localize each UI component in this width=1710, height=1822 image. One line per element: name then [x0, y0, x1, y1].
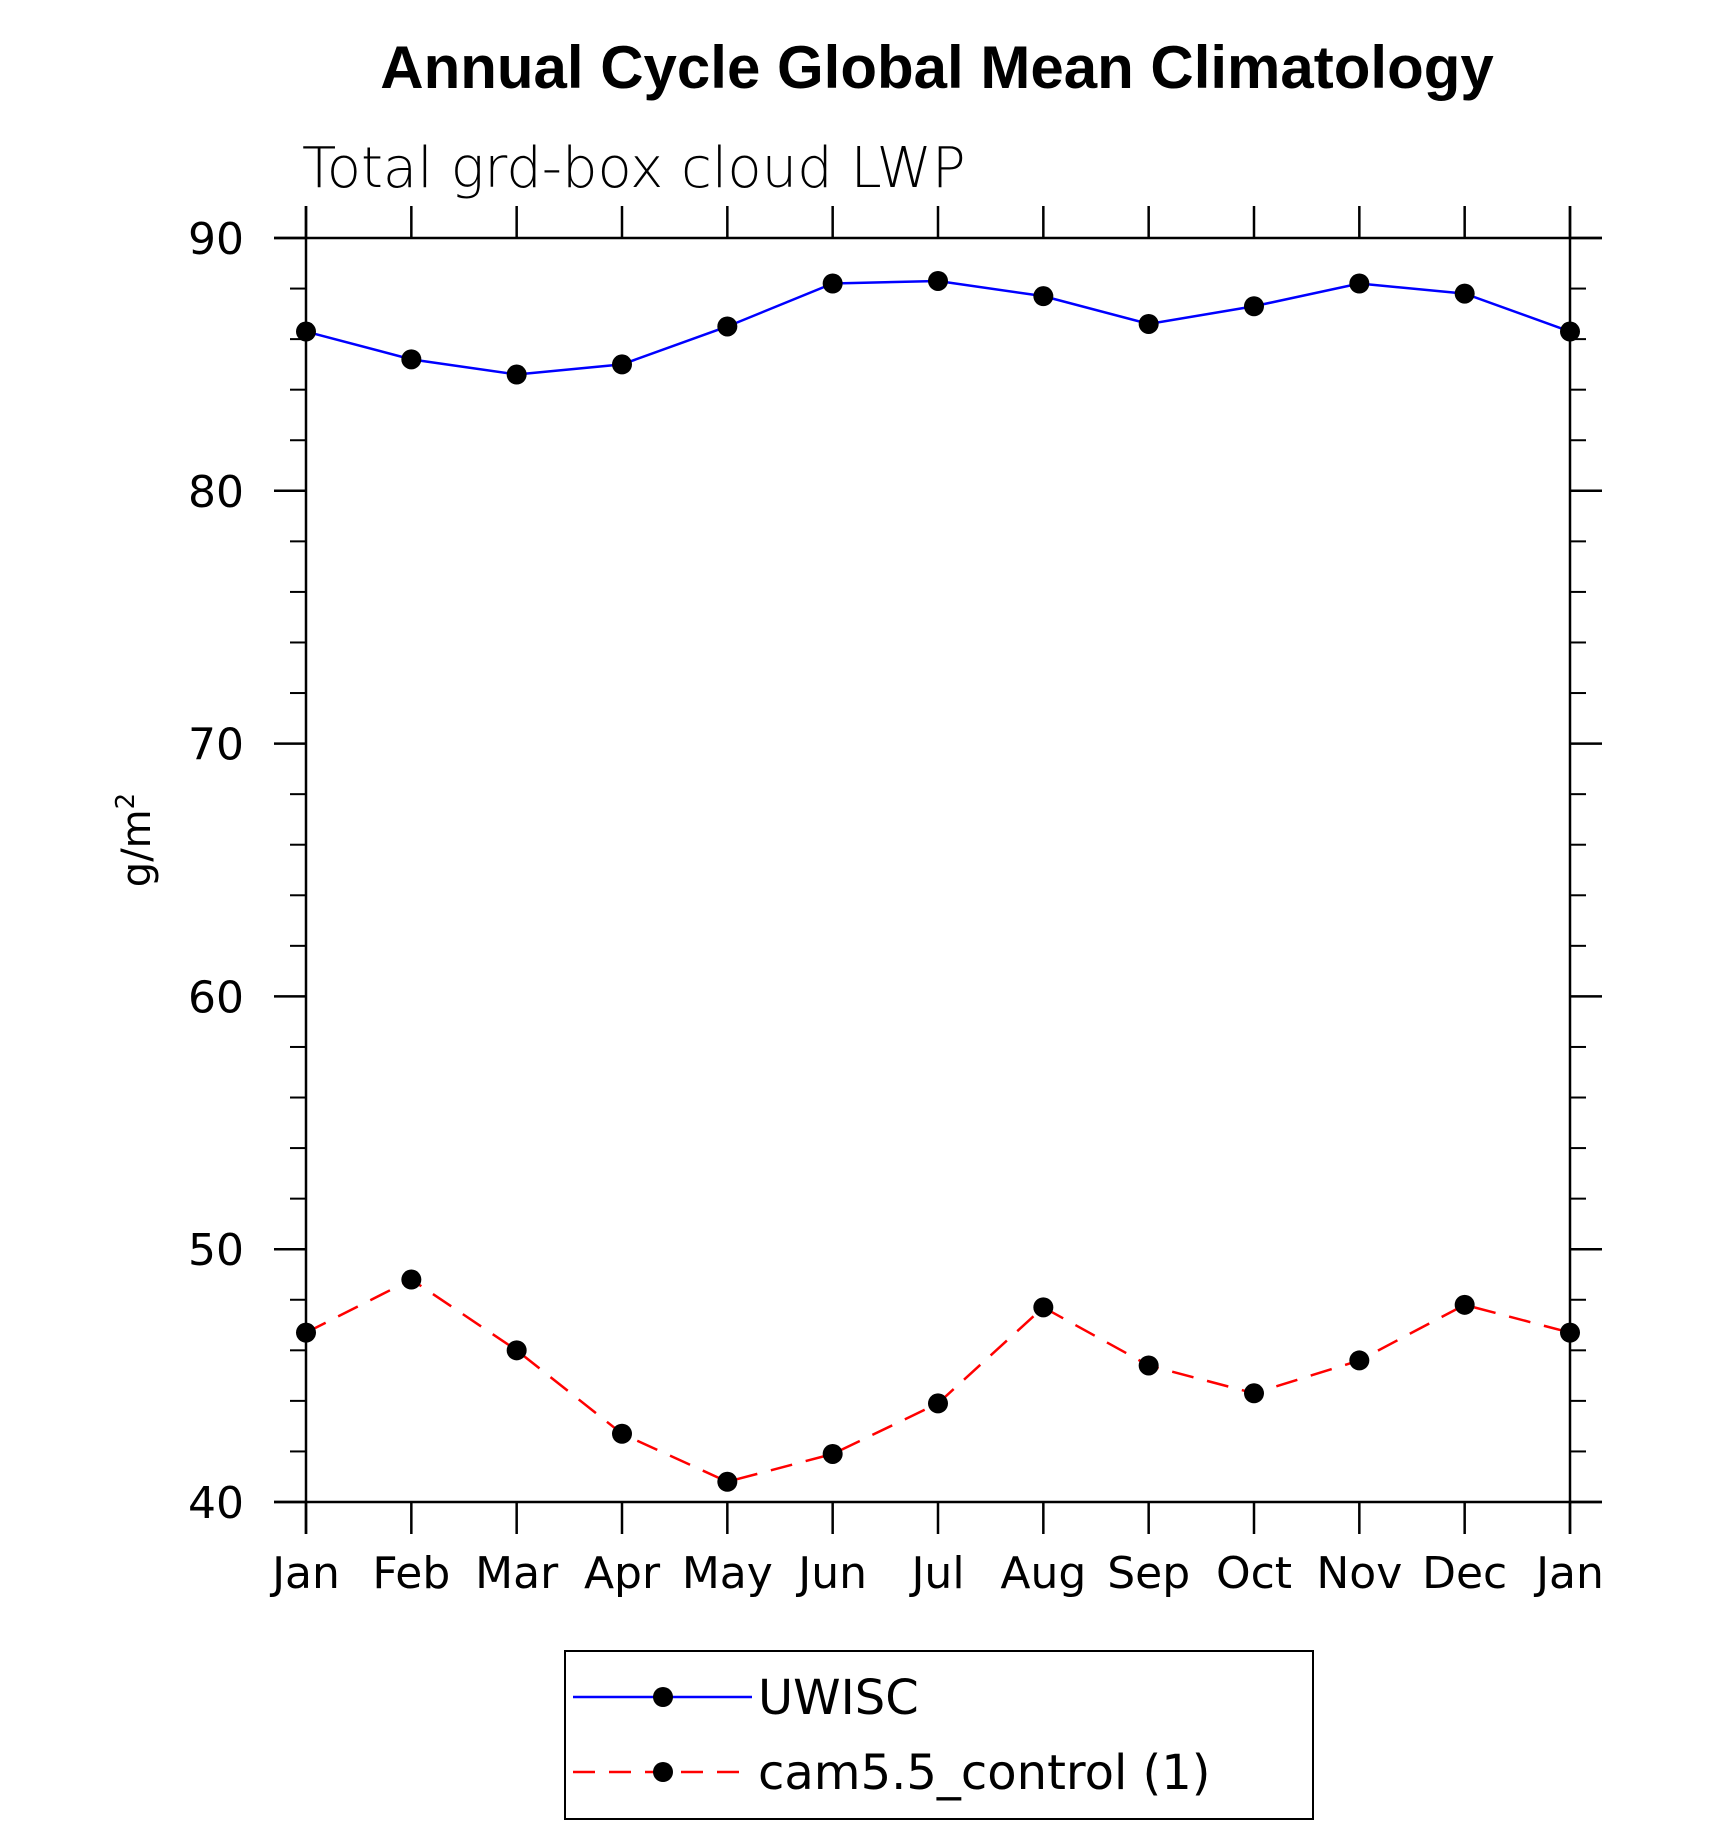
x-axis: Jan Feb Mar Apr May Jun Jul Aug Sep Oct Nov Dec Jan — [269, 206, 1604, 1599]
series-1-point — [1454, 1294, 1475, 1315]
series-1-point — [1244, 1383, 1264, 1404]
legend-marker-0 — [653, 1687, 673, 1707]
y-tick-label: 80 — [188, 467, 244, 518]
series-0-point — [928, 270, 948, 291]
x-tick-label: Jun — [795, 1548, 867, 1599]
series-line-1 — [305, 1278, 1571, 1484]
x-tick-label: Jul — [908, 1548, 964, 1599]
series-1-point — [717, 1471, 738, 1492]
y-tick-label: 60 — [188, 972, 244, 1023]
series-0-point — [296, 321, 316, 342]
series-0-point — [401, 349, 422, 370]
y-axis-label-exponent: 2 — [111, 793, 141, 810]
series-line-0 — [305, 279, 1571, 376]
y-tick-label: 50 — [188, 1225, 244, 1276]
legend-label-1: cam5.5_control (1) — [758, 1745, 1211, 1801]
x-tick-label: Dec — [1422, 1548, 1507, 1599]
x-tick-label: Apr — [584, 1548, 661, 1599]
series-0-point — [1349, 273, 1370, 294]
x-tick-label: Jan — [1533, 1548, 1604, 1599]
legend: UWISC cam5.5_control (1) — [564, 1650, 1314, 1820]
series-1-point — [1560, 1322, 1580, 1343]
series-1-point — [401, 1269, 422, 1290]
chart-subtitle: Total grd-box cloud LWP — [302, 136, 966, 201]
series-0-point — [1560, 321, 1580, 342]
y-tick-label: 70 — [188, 720, 244, 771]
x-tick-label: Mar — [475, 1548, 559, 1599]
series-0-point — [822, 273, 843, 294]
plot-frame — [274, 206, 1602, 1534]
series-0-point — [612, 354, 632, 375]
y-tick-label: 90 — [188, 214, 244, 265]
series-1-point — [1349, 1350, 1370, 1371]
y-axis-label-unit: g/m — [114, 809, 160, 887]
x-tick-label: Jan — [269, 1548, 340, 1599]
legend-marker-1 — [653, 1762, 673, 1782]
x-tick-label: Oct — [1216, 1548, 1292, 1599]
y-axis-label: g/m2 — [111, 793, 160, 887]
chart-title: Annual Cycle Global Mean Climatology — [380, 34, 1494, 101]
y-tick-label: 40 — [188, 1478, 244, 1529]
series-0-point — [1454, 283, 1475, 304]
x-tick-label: Sep — [1107, 1548, 1190, 1599]
legend-box — [564, 1650, 1314, 1820]
series-1-point — [296, 1322, 316, 1343]
series-0-point — [506, 364, 527, 385]
x-tick-label: May — [682, 1548, 773, 1599]
series-1-point — [612, 1423, 632, 1444]
legend-label-0: UWISC — [758, 1670, 919, 1726]
x-tick-label: Nov — [1316, 1548, 1402, 1599]
series-0-point — [717, 316, 738, 337]
series-1-point — [822, 1443, 843, 1464]
y-axis: 40 50 60 70 80 90 — [188, 214, 1602, 1529]
series-0-point — [1244, 296, 1264, 317]
series-1-point — [928, 1393, 948, 1414]
x-tick-label: Aug — [1000, 1548, 1086, 1599]
series-0-point — [1033, 286, 1054, 307]
x-tick-label: Feb — [372, 1548, 450, 1599]
series-layer — [296, 270, 1580, 1492]
series-1-point — [1138, 1355, 1159, 1376]
series-1-point — [506, 1340, 527, 1361]
series-0-point — [1138, 313, 1159, 334]
series-1-point — [1033, 1297, 1054, 1318]
